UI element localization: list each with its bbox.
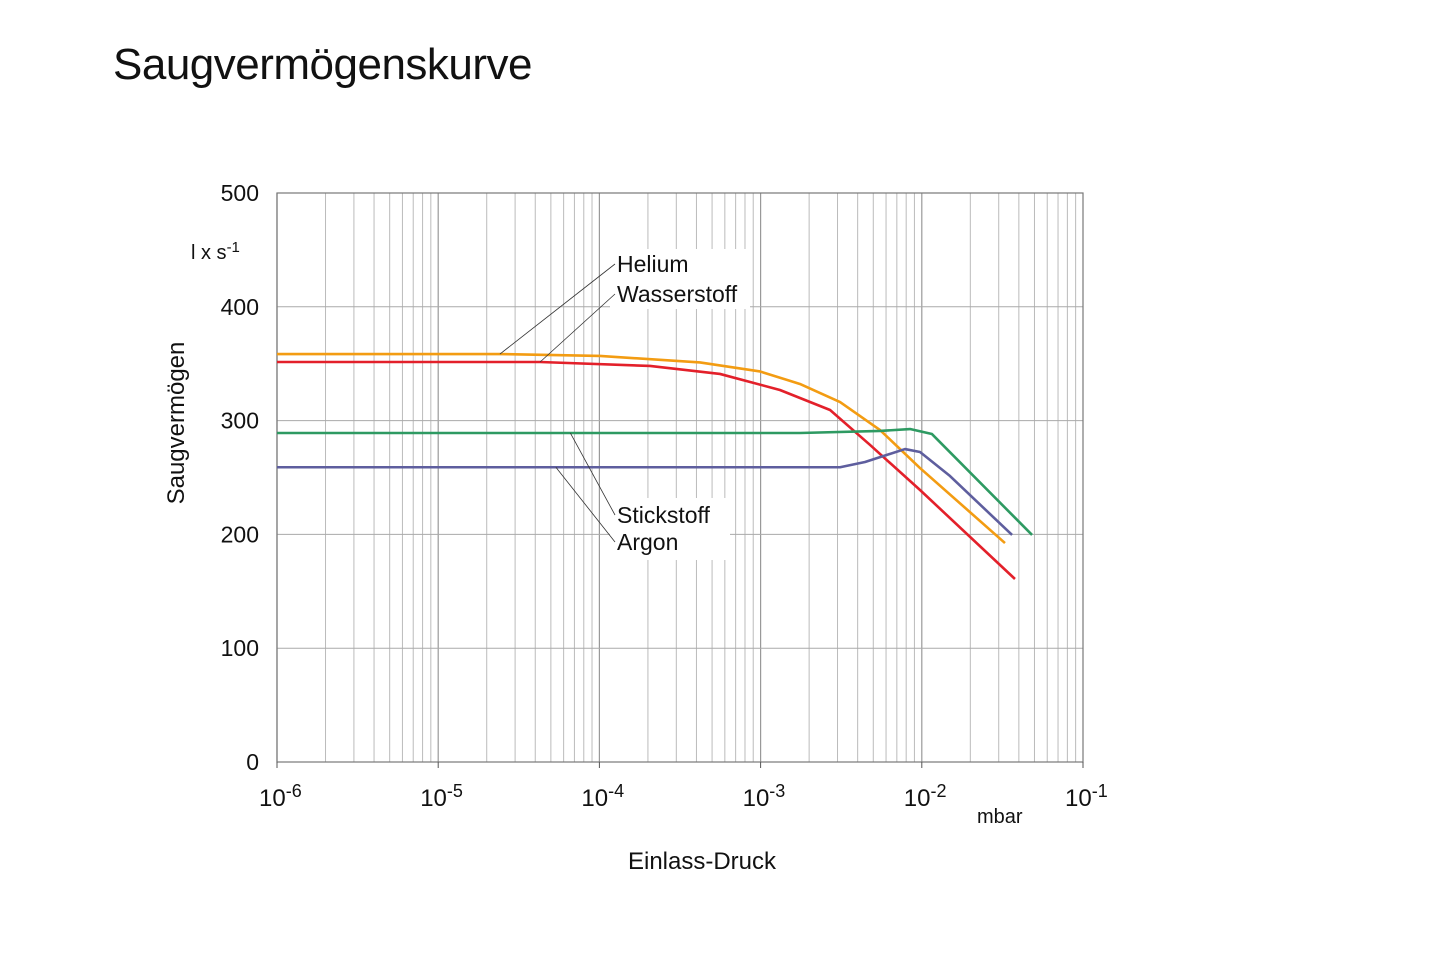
y-tick-label: 200 bbox=[221, 521, 259, 547]
chart-title: Saugvermögenskurve bbox=[113, 40, 533, 89]
legend-label-wasserstoff: Wasserstoff bbox=[617, 281, 738, 307]
y-tick-label: 300 bbox=[221, 408, 259, 434]
x-unit-label: mbar bbox=[977, 806, 1023, 828]
series-line-argon bbox=[277, 447, 1013, 536]
y-axis-label: Saugvermögen bbox=[163, 342, 190, 505]
series-line-helium bbox=[277, 352, 1006, 545]
x-tick-label: 10-1 bbox=[1065, 781, 1108, 812]
y-unit-label: l x s-1 bbox=[191, 239, 240, 264]
x-axis-label: Einlass-Druck bbox=[628, 848, 777, 875]
label-leader-line bbox=[555, 467, 616, 543]
x-tick-label: 10-4 bbox=[581, 781, 624, 812]
label-leader-line bbox=[570, 432, 616, 516]
y-tick-label: 100 bbox=[221, 635, 259, 661]
legend-label-argon: Argon bbox=[617, 529, 678, 555]
x-tick-label: 10-3 bbox=[743, 781, 786, 812]
label-leader-line bbox=[539, 293, 616, 363]
series-line-stickstoff bbox=[277, 427, 1033, 536]
label-leader-line bbox=[499, 263, 616, 355]
y-tick-label: 400 bbox=[221, 294, 259, 320]
x-tick-label: 10-5 bbox=[420, 781, 463, 812]
legend-label-helium: Helium bbox=[617, 251, 689, 277]
series-line-wasserstoff bbox=[277, 360, 1016, 580]
x-tick-label: 10-2 bbox=[904, 781, 947, 812]
label-box bbox=[610, 249, 750, 309]
plot-frame bbox=[276, 192, 1084, 763]
label-box bbox=[610, 498, 730, 560]
legend-label-stickstoff: Stickstoff bbox=[617, 502, 710, 528]
x-tick-label: 10-6 bbox=[259, 781, 302, 812]
y-tick-label: 500 bbox=[221, 180, 259, 206]
y-tick-label: 0 bbox=[246, 749, 259, 775]
